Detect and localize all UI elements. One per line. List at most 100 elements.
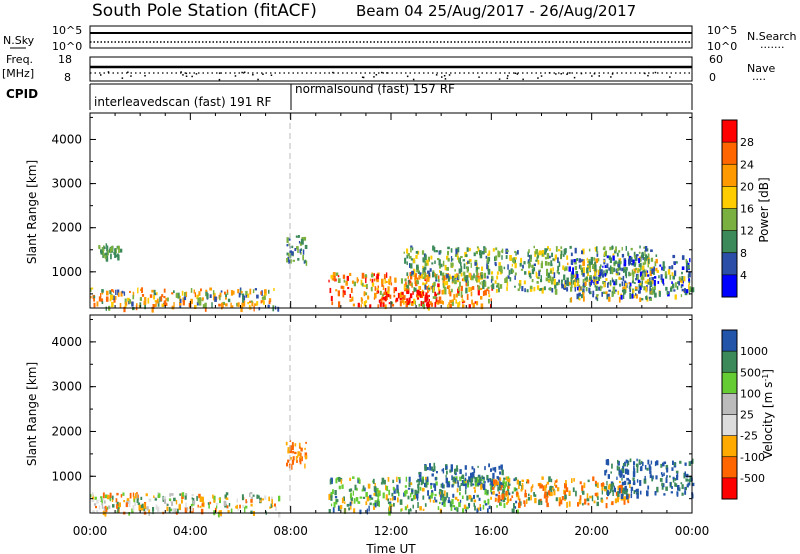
echo-cell [640, 275, 643, 280]
echo-cell [558, 282, 560, 286]
nave-outlier-dot [540, 75, 543, 77]
echo-cell [448, 288, 451, 295]
echo-cell [576, 280, 579, 286]
echo-cell [450, 464, 453, 470]
echo-cell [336, 477, 339, 480]
echo-cell [362, 488, 365, 492]
echo-cell [534, 494, 537, 497]
echo-cell [408, 482, 411, 487]
echo-cell [440, 270, 442, 276]
echo-cell [137, 287, 139, 294]
echo-cell [566, 287, 569, 292]
echo-cell [254, 288, 257, 291]
echo-cell [378, 501, 380, 507]
echo-cell [624, 489, 626, 495]
echo-cell [634, 282, 636, 284]
echo-cell [662, 266, 665, 271]
echo-cell [553, 278, 556, 285]
echo-cell [509, 498, 512, 502]
echo-cell [444, 490, 446, 496]
echo-cell [592, 476, 595, 482]
echo-cell [669, 274, 672, 280]
echo-cell [607, 293, 610, 297]
echo-cell [392, 479, 395, 484]
echo-cell [185, 291, 188, 298]
echo-cell [165, 297, 168, 301]
echo-cell [424, 254, 427, 261]
echo-cell [163, 300, 167, 306]
echo-cell [468, 247, 471, 252]
echo-cell [451, 467, 453, 472]
echo-cell [382, 492, 385, 499]
echo-cell [506, 250, 509, 253]
echo-cell [349, 501, 352, 506]
echo-cell [554, 482, 556, 486]
nave-outlier-dot [191, 75, 193, 78]
echo-cell [461, 480, 464, 486]
echo-cell [635, 278, 637, 281]
echo-cell [350, 287, 353, 293]
echo-cell [507, 499, 510, 502]
echo-cell [107, 249, 109, 256]
echo-cell [361, 282, 364, 287]
echo-cell [370, 273, 374, 278]
echo-cell [413, 269, 416, 276]
echo-cell [271, 504, 274, 508]
echo-cell [604, 489, 607, 492]
echo-cell [551, 487, 554, 490]
echo-cell [618, 276, 621, 280]
echo-cell [443, 275, 446, 281]
echo-cell [492, 467, 495, 471]
echo-cell [304, 452, 308, 458]
echo-cell [456, 255, 459, 260]
echo-cell [448, 497, 450, 503]
echo-cell [409, 509, 412, 512]
echo-cell [639, 480, 642, 486]
echo-cell [528, 249, 530, 253]
echo-cell [640, 298, 644, 301]
echo-cell [460, 266, 463, 272]
echo-cell [586, 257, 588, 261]
echo-cell [574, 265, 578, 271]
echo-cell [592, 290, 595, 295]
echo-cell [619, 470, 623, 476]
echo-cell [558, 497, 562, 503]
colorbar-segment [722, 477, 737, 500]
echo-cell [513, 503, 515, 509]
echo-cell [595, 258, 598, 263]
echo-cell [675, 483, 678, 487]
echo-cell [424, 275, 427, 280]
echo-cell [470, 472, 472, 477]
echo-cell [664, 274, 668, 279]
echo-cell [501, 469, 504, 476]
echo-cell [632, 275, 634, 281]
echo-cell [557, 257, 559, 263]
echo-cell [372, 273, 375, 276]
echo-cell [515, 488, 518, 491]
echo-cell [330, 274, 333, 279]
echo-cell [338, 301, 341, 308]
echo-cell [409, 255, 412, 259]
echo-cell [433, 281, 436, 287]
echo-cell [364, 274, 367, 278]
echo-cell [446, 492, 449, 498]
echo-cell [600, 269, 603, 274]
echo-cell [595, 484, 598, 487]
time-tick-label: 12:00 [374, 524, 409, 538]
echo-cell [507, 484, 510, 489]
echo-cell [484, 247, 487, 253]
echo-cell [540, 500, 543, 505]
echo-cell [531, 264, 534, 269]
echo-cell [609, 257, 612, 263]
echo-cell [606, 497, 608, 500]
echo-cell [507, 495, 509, 499]
echo-cell [175, 292, 179, 298]
echo-cell [588, 261, 591, 267]
echo-cell [666, 475, 668, 478]
echo-cell [656, 486, 659, 493]
echo-cell [497, 486, 499, 492]
echo-cell [539, 484, 542, 489]
echo-cell [638, 283, 642, 289]
echo-cell [648, 464, 651, 469]
echo-cell [298, 451, 301, 457]
